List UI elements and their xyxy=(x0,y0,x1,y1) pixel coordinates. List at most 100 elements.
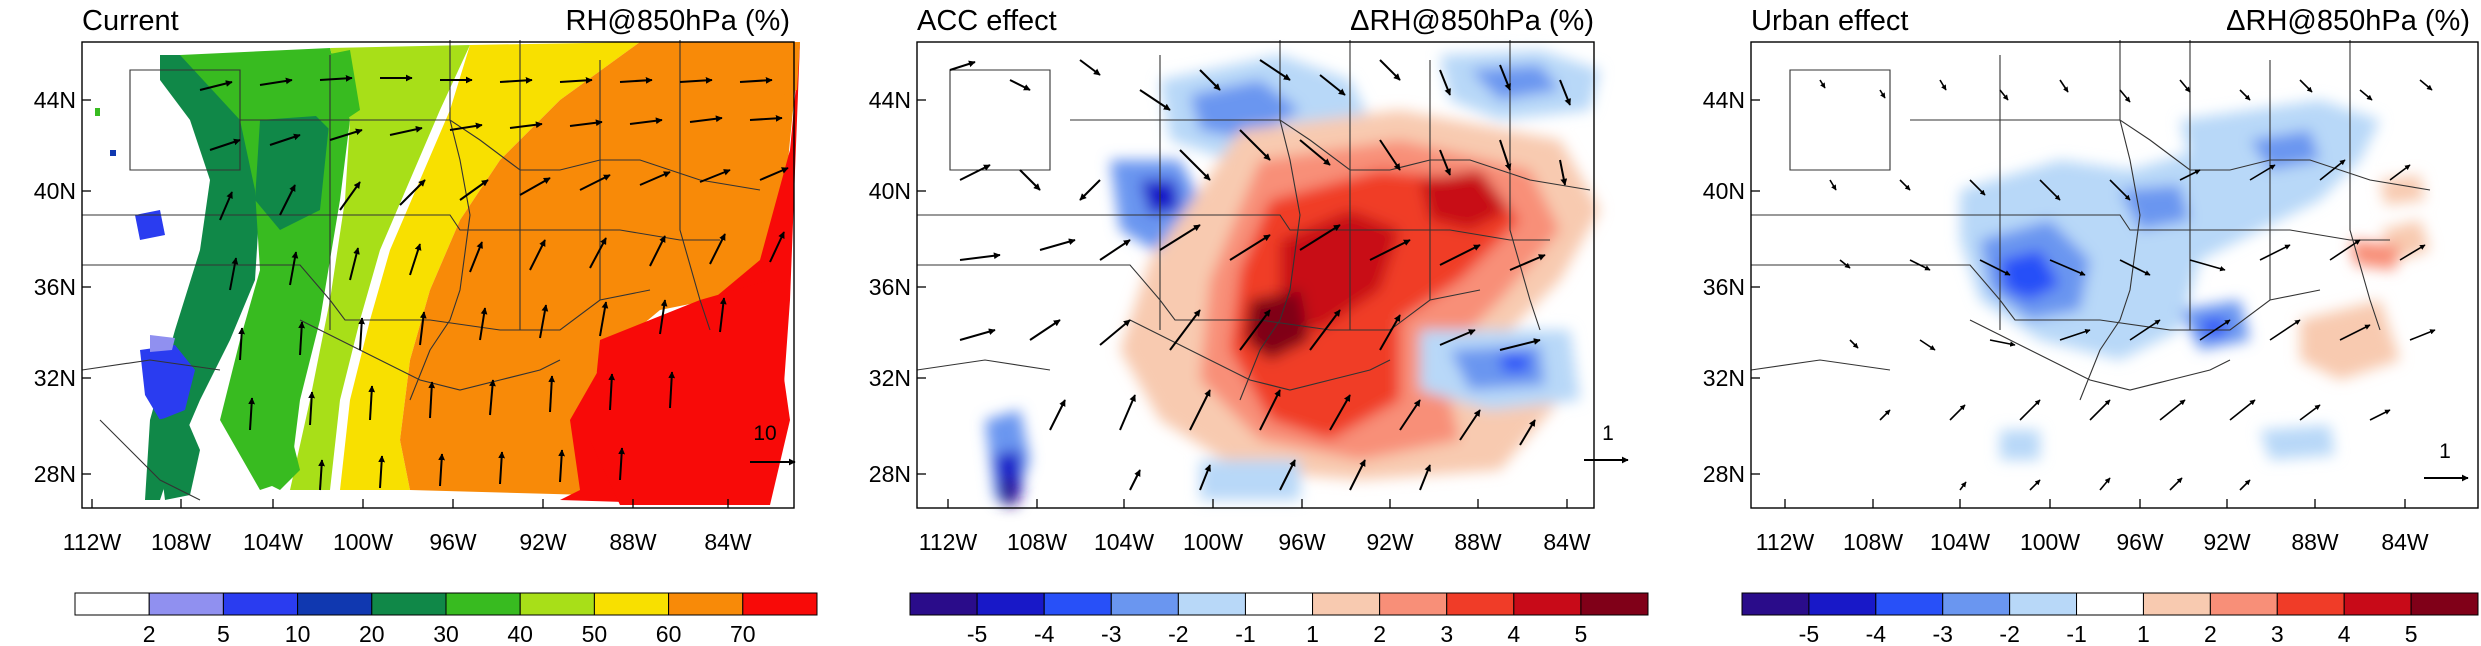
colorbar-box xyxy=(74,592,150,616)
x-tick-label: 88W xyxy=(1454,529,1502,555)
x-tick-label: 92W xyxy=(519,529,567,555)
colorbar-tick-label: -2 xyxy=(1168,621,1188,646)
colorbar: 2 5 10 20 30 40 50 60 70 xyxy=(74,592,818,646)
colorbar-tick-label: 1 xyxy=(2137,621,2150,646)
x-tick-label: 112W xyxy=(63,529,122,555)
x-tick-label: 112W xyxy=(919,529,978,555)
colorbar-tick-label: 5 xyxy=(2405,621,2418,646)
colorbar-tick-label: 4 xyxy=(1507,621,1520,646)
colorbar-tick-label: 3 xyxy=(2271,621,2284,646)
x-tick-label: 92W xyxy=(2203,529,2251,555)
y-tick-label: 32N xyxy=(1703,365,1745,391)
panel-acc: ACC effect ΔRH@850hPa (%) xyxy=(869,5,1649,646)
x-tick-label: 84W xyxy=(704,529,752,555)
x-tick-label: 100W xyxy=(2020,529,2080,555)
borders xyxy=(916,40,1591,401)
panel-urban-title: Urban effect xyxy=(1751,5,1908,37)
y-tick-label: 40N xyxy=(34,178,76,204)
colorbar-box xyxy=(1942,592,2011,616)
x-tick-label: 84W xyxy=(2381,529,2429,555)
colorbar-tick-label: 3 xyxy=(1440,621,1453,646)
colorbar-box xyxy=(1043,592,1112,616)
colorbar-box xyxy=(909,592,978,616)
colorbar-box xyxy=(2076,592,2144,616)
y-tick-label: 36N xyxy=(1703,274,1745,300)
reference-vector: 10 xyxy=(750,422,796,466)
colorbar-box xyxy=(2009,592,2078,616)
wind-vectors xyxy=(1819,79,2436,491)
x-tick-label: 96W xyxy=(429,529,477,555)
y-tick-label: 28N xyxy=(34,461,76,487)
x-tick-label: 84W xyxy=(1543,529,1591,555)
colorbar: -5 -4 -3 -2 -1 1 2 3 4 5 xyxy=(1741,592,2479,646)
wind-vectors xyxy=(949,59,1571,491)
map-frame xyxy=(81,41,795,509)
colorbar-box xyxy=(742,592,818,616)
axis-ticks: 112W 108W 104W 100W 96W 92W 88W 84W 44N 40N 36N 32N… xyxy=(1703,87,2429,555)
colorbar-tick-label: -5 xyxy=(1799,621,1819,646)
colorbar-box xyxy=(2410,592,2479,616)
colorbar-tick-label: 2 xyxy=(2204,621,2217,646)
axis-ticks: 112W 108W 104W 100W 96W 92W 88W 84W 44N 40N 36N 32N… xyxy=(869,87,1591,555)
map-frame xyxy=(916,41,1595,509)
colorbar-tick-label: 60 xyxy=(656,621,682,646)
x-tick-label: 96W xyxy=(1278,529,1326,555)
reference-vector-label: 10 xyxy=(753,422,776,445)
colorbar-box xyxy=(519,592,595,616)
colorbar-box xyxy=(222,592,299,616)
colorbar-box xyxy=(1177,592,1246,616)
y-tick-label: 36N xyxy=(869,274,911,300)
y-tick-label: 44N xyxy=(869,87,911,113)
colorbar-box xyxy=(1741,592,1810,616)
y-tick-label: 28N xyxy=(1703,461,1745,487)
colorbar-tick-label: 20 xyxy=(359,621,385,646)
colorbar-box xyxy=(2343,592,2412,616)
reference-vector: 1 xyxy=(1584,422,1629,464)
panel-current: Current RH@850hPa (%) xyxy=(34,5,818,646)
rh-band-low xyxy=(140,345,195,420)
colorbar-box xyxy=(2276,592,2345,616)
colorbar-box xyxy=(1808,592,1877,616)
x-tick-label: 100W xyxy=(1183,529,1243,555)
x-tick-label: 104W xyxy=(243,529,303,555)
colorbar-box xyxy=(2142,592,2211,616)
colorbar-box xyxy=(1110,592,1179,616)
colorbar-box xyxy=(371,592,447,616)
y-tick-label: 44N xyxy=(34,87,76,113)
colorbar-box xyxy=(148,592,224,616)
colorbar-tick-label: 10 xyxy=(285,621,311,646)
rh-band-50 xyxy=(290,45,470,490)
x-tick-label: 92W xyxy=(1366,529,1414,555)
colorbar-tick-label: 5 xyxy=(1575,621,1588,646)
y-tick-label: 40N xyxy=(869,178,911,204)
colorbar-tick-label: -1 xyxy=(2066,621,2086,646)
y-tick-label: 28N xyxy=(869,461,911,487)
colorbar-box xyxy=(1580,592,1649,616)
colorbar-tick-label: 50 xyxy=(582,621,608,646)
reference-vector-label: 1 xyxy=(1602,422,1614,445)
colorbar-box xyxy=(445,592,521,616)
y-tick-label: 32N xyxy=(869,365,911,391)
colorbar-tick-label: 40 xyxy=(507,621,533,646)
panel-current-title: Current xyxy=(82,5,179,37)
reference-vector-label: 1 xyxy=(2439,440,2451,463)
x-tick-label: 108W xyxy=(1843,529,1903,555)
colorbar-box xyxy=(1875,592,1944,616)
colorbar-box xyxy=(1312,592,1381,616)
colorbar-tick-label: -2 xyxy=(1999,621,2019,646)
panel-acc-title: ACC effect xyxy=(917,5,1057,37)
colorbar-box xyxy=(297,592,373,616)
colorbar-box xyxy=(1446,592,1515,616)
panel-urban-variable: ΔRH@850hPa (%) xyxy=(2226,5,2470,37)
y-tick-label: 32N xyxy=(34,365,76,391)
panel-acc-variable: ΔRH@850hPa (%) xyxy=(1350,5,1594,37)
colorbar: -5 -4 -3 -2 -1 1 2 3 4 5 xyxy=(909,592,1649,646)
delta-rh-field xyxy=(1960,100,2430,460)
colorbar-box xyxy=(593,592,670,616)
colorbar-tick-label: 2 xyxy=(143,621,156,646)
colorbar-tick-label: 2 xyxy=(1373,621,1386,646)
x-tick-label: 88W xyxy=(609,529,657,555)
x-tick-label: 108W xyxy=(151,529,211,555)
delta-rh-field xyxy=(985,50,1600,505)
